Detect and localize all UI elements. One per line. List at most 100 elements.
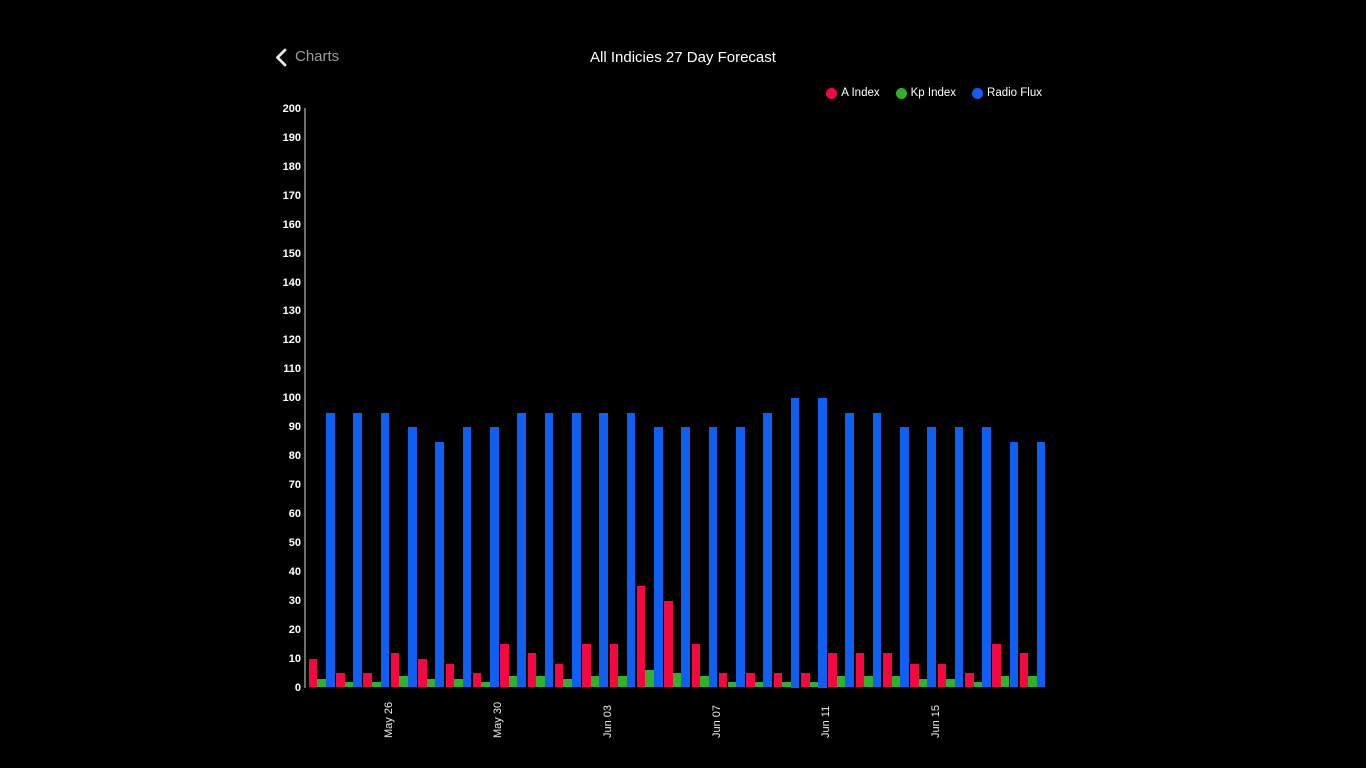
bar-a-index xyxy=(664,600,673,688)
bar-a-index xyxy=(636,586,646,688)
y-axis-tick-label: 120 xyxy=(282,334,301,347)
bar-radio-flux xyxy=(517,412,526,688)
bar-kp-index xyxy=(399,675,408,688)
bar-kp-index xyxy=(1028,675,1037,688)
y-axis-tick-label: 90 xyxy=(288,421,301,434)
bar-radio-flux xyxy=(380,412,390,688)
bar-radio-flux xyxy=(790,398,800,688)
y-axis-tick-label: 70 xyxy=(288,479,301,492)
y-axis-tick-label: 150 xyxy=(282,247,301,260)
y-axis-tick-label: 100 xyxy=(282,392,301,405)
bar-radio-flux xyxy=(544,412,554,688)
y-axis-tick-label: 110 xyxy=(283,363,301,376)
bar-a-index xyxy=(882,652,892,688)
y-axis-tick-label: 190 xyxy=(282,131,301,144)
bar-a-index xyxy=(964,673,974,688)
y-axis-tick-label: 130 xyxy=(282,305,301,318)
y-axis-tick-label: 200 xyxy=(282,103,301,115)
bar-radio-flux xyxy=(1036,441,1046,688)
y-axis-tick-label: 20 xyxy=(288,623,301,636)
bar-radio-flux xyxy=(818,398,827,688)
y-axis-tick-label: 80 xyxy=(288,450,301,463)
bar-radio-flux xyxy=(681,427,690,688)
legend-dot xyxy=(972,87,984,99)
bar-kp-index xyxy=(563,678,573,688)
bar-radio-flux xyxy=(326,412,335,688)
bar-a-index xyxy=(582,644,591,688)
bar-a-index xyxy=(1019,652,1029,688)
legend-label: Radio Flux xyxy=(987,87,1042,99)
bar-kp-index xyxy=(836,675,846,688)
bar-a-index xyxy=(718,673,728,688)
bar-kp-index xyxy=(891,675,901,688)
x-axis-tick-label: Jun 11 xyxy=(820,705,833,738)
bar-radio-flux xyxy=(654,427,663,688)
bar-kp-index xyxy=(454,678,463,688)
bar-kp-index xyxy=(344,681,354,688)
bar-a-index xyxy=(336,673,345,688)
bar-radio-flux xyxy=(927,427,937,688)
bar-kp-index xyxy=(1000,675,1010,688)
bar-radio-flux xyxy=(982,427,991,688)
bar-a-index xyxy=(800,673,810,688)
bar-kp-index xyxy=(809,681,819,688)
bar-a-index xyxy=(828,652,837,688)
bar-a-index xyxy=(418,658,427,688)
bar-kp-index xyxy=(973,681,983,688)
bar-a-index xyxy=(746,673,755,688)
bar-kp-index xyxy=(536,675,545,688)
bar-kp-index xyxy=(672,673,682,688)
bar-a-index xyxy=(308,658,318,688)
bar-a-index xyxy=(554,664,564,688)
bar-a-index xyxy=(855,652,865,688)
bar-radio-flux xyxy=(599,412,608,688)
y-axis-line xyxy=(304,108,306,688)
bar-radio-flux xyxy=(872,412,882,688)
bar-kp-index xyxy=(700,675,709,688)
bar-a-index xyxy=(445,664,455,688)
bar-kp-index xyxy=(618,675,627,688)
legend-label: Kp Index xyxy=(910,87,957,99)
legend-item-radio-flux: Radio Flux xyxy=(972,86,1042,100)
bar-a-index xyxy=(363,673,373,688)
page-title: All Indicies 27 Day Forecast xyxy=(590,49,776,66)
x-axis-tick-label: May 30 xyxy=(492,701,505,738)
bar-radio-flux xyxy=(845,412,855,688)
bar-radio-flux xyxy=(353,412,362,688)
bar-a-index xyxy=(527,652,537,688)
bar-a-index xyxy=(910,664,919,688)
bar-radio-flux xyxy=(435,441,444,688)
bar-radio-flux xyxy=(763,412,773,688)
bar-kp-index xyxy=(946,678,955,688)
bar-kp-index xyxy=(317,678,326,688)
bar-radio-flux xyxy=(736,427,745,688)
bar-radio-flux xyxy=(900,427,909,688)
bar-a-index xyxy=(773,673,783,688)
y-axis-tick-label: 180 xyxy=(282,160,301,173)
legend-item-kp-index: Kp Index xyxy=(895,86,957,100)
bar-radio-flux xyxy=(572,412,581,688)
legend-item-a-index: A Index xyxy=(826,86,880,100)
bar-kp-index xyxy=(481,681,491,688)
bar-a-index xyxy=(472,673,482,688)
bar-a-index xyxy=(691,644,701,688)
bar-a-index xyxy=(992,644,1001,688)
bar-radio-flux xyxy=(954,427,964,688)
x-axis-tick-label: May 26 xyxy=(382,701,395,738)
legend-dot xyxy=(895,87,907,99)
back-button-label: Charts xyxy=(295,48,340,65)
back-chevron-icon xyxy=(276,48,287,66)
bar-radio-flux xyxy=(408,427,417,688)
y-axis-tick-label: 60 xyxy=(288,507,301,520)
bar-radio-flux xyxy=(708,427,718,688)
bar-kp-index xyxy=(727,681,737,688)
x-axis-tick-label: Jun 07 xyxy=(710,704,723,738)
bar-a-index xyxy=(609,644,619,688)
y-axis-tick-label: 170 xyxy=(282,189,301,202)
bar-a-index xyxy=(390,652,400,688)
bar-kp-index xyxy=(782,681,791,688)
back-button[interactable]: Charts xyxy=(274,46,339,68)
chart-legend: A Index Kp Index Radio Flux xyxy=(826,86,1042,100)
